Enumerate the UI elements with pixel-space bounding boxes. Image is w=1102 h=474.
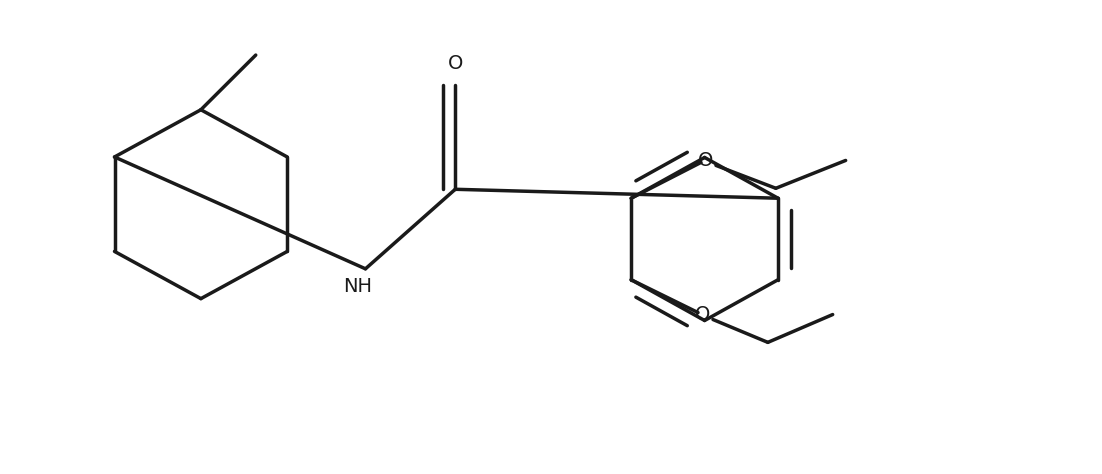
Text: O: O — [699, 151, 714, 170]
Text: O: O — [447, 54, 463, 73]
Text: NH: NH — [343, 277, 372, 296]
Text: O: O — [695, 305, 711, 324]
